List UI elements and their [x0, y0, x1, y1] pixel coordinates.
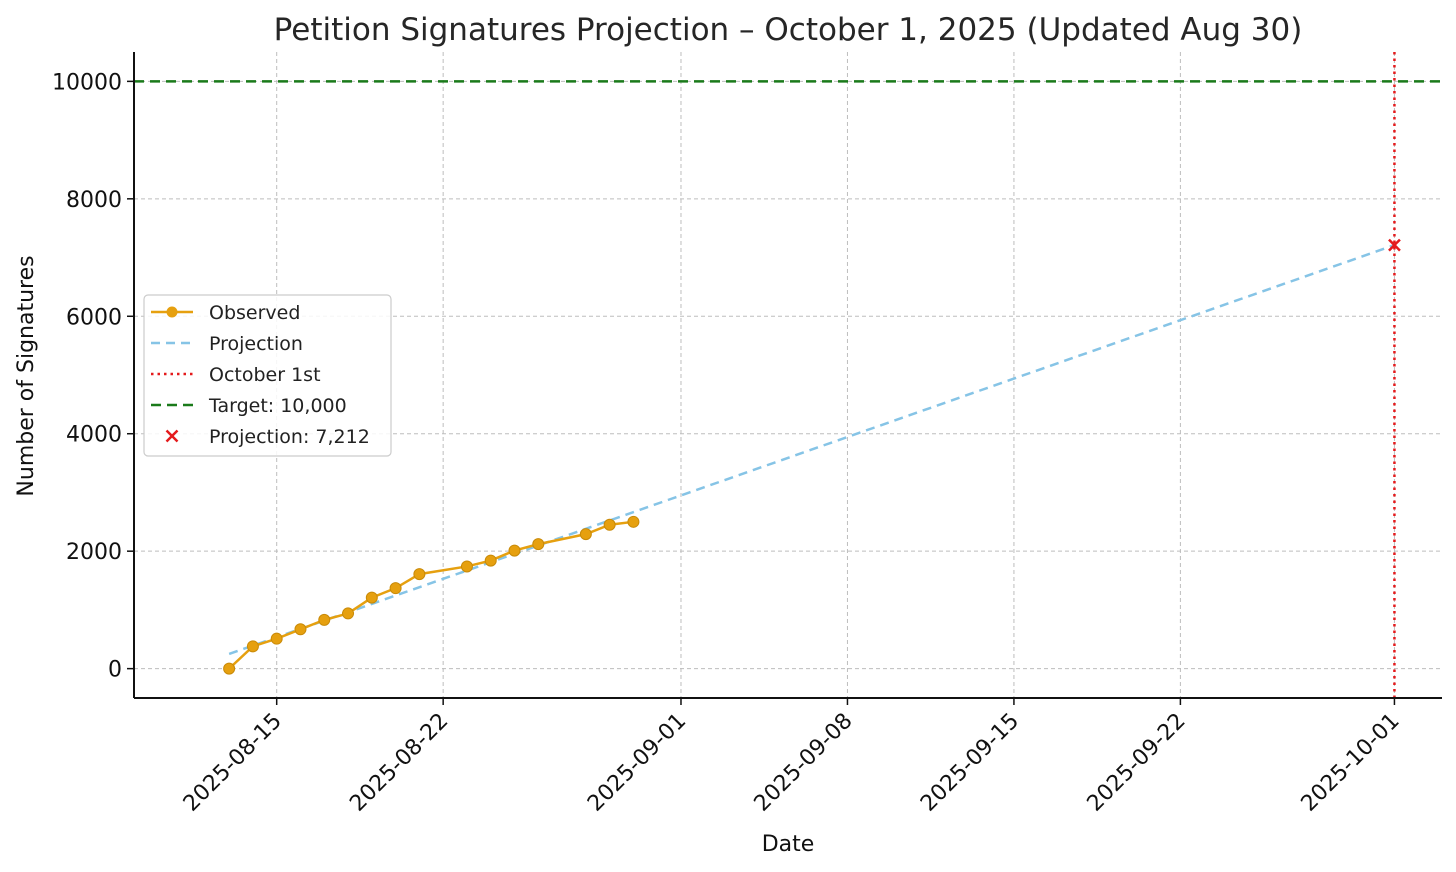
observed-point [508, 544, 521, 557]
observed-point [460, 560, 473, 573]
observed-point [389, 582, 402, 595]
projection-marker [1388, 238, 1401, 252]
observed-point [294, 623, 307, 636]
series-layer [223, 238, 1401, 675]
legend-observed-marker [166, 306, 178, 318]
legend-box [143, 294, 392, 457]
x-tick-label: 2025-08-15 [179, 709, 287, 817]
reference-lines [134, 52, 1442, 698]
y-tick-label: 4000 [66, 423, 122, 448]
observed-point [246, 640, 259, 653]
observed-point [365, 591, 378, 604]
legend-marker-stroke [165, 429, 179, 443]
y-tick-label: 2000 [66, 540, 122, 565]
observed-point [484, 554, 497, 567]
observed-point [603, 518, 616, 531]
x-tick-label: 2025-09-08 [750, 709, 858, 817]
x-tick-label: 2025-09-15 [916, 709, 1024, 817]
observed-point [342, 607, 355, 620]
x-axis-label: Date [762, 832, 815, 857]
legend-label: Observed [209, 302, 300, 324]
x-tick-label: 2025-08-22 [345, 709, 453, 817]
projection-marker-stroke [1388, 238, 1401, 252]
y-tick-label: 6000 [66, 305, 122, 330]
legend-label: Target: 10,000 [208, 395, 347, 417]
y-tick-label: 10000 [52, 70, 122, 95]
y-axis-label: Number of Signatures [14, 255, 39, 496]
observed-point [318, 613, 331, 626]
observed-point [223, 662, 236, 675]
legend: Observed Projection October 1st Target: 10,… [143, 294, 392, 457]
observed-line [228, 520, 634, 670]
axes [127, 52, 1442, 705]
legend-label: Projection: 7,212 [209, 426, 370, 448]
y-tick-label: 8000 [66, 188, 122, 213]
observed-point [413, 568, 426, 581]
observed-point [579, 528, 592, 541]
observed-point [532, 538, 545, 551]
x-tick-label: 2025-09-01 [583, 709, 691, 817]
legend-label: October 1st [209, 364, 321, 386]
observed-point [627, 515, 640, 528]
chart-title: Petition Signatures Projection – October… [274, 12, 1303, 48]
legend-label: Projection [209, 333, 303, 355]
y-tick-label: 0 [108, 658, 122, 683]
observed-point [270, 632, 283, 645]
x-tick-label: 2025-09-22 [1083, 709, 1191, 817]
x-tick-label: 2025-10-01 [1297, 709, 1405, 817]
projection-line [228, 243, 1395, 656]
